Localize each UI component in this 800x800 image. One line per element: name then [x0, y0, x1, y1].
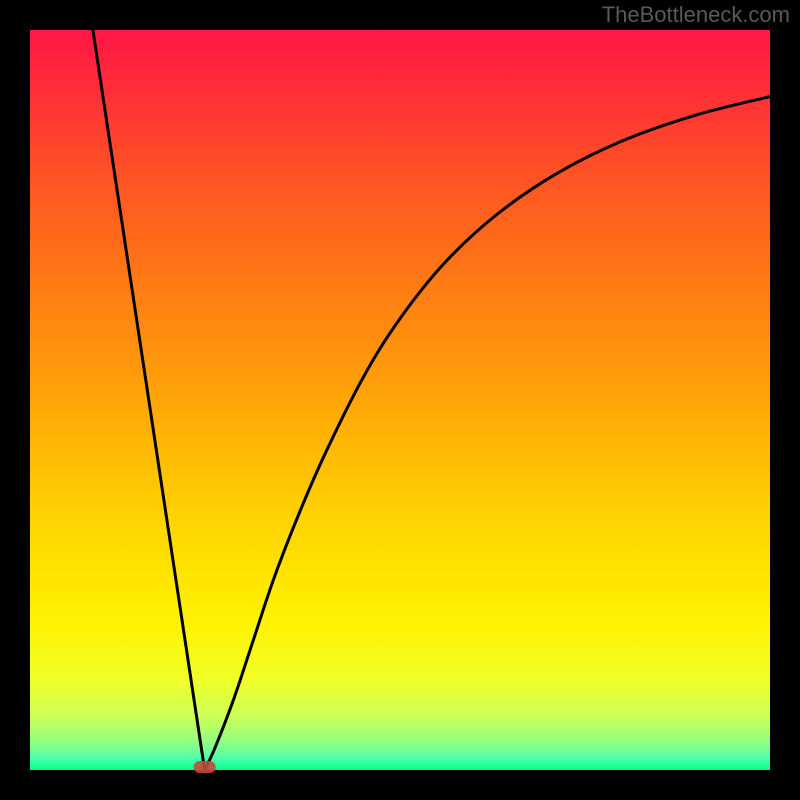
watermark-text: TheBottleneck.com — [602, 2, 790, 28]
chart-container: TheBottleneck.com — [0, 0, 800, 800]
optimum-marker — [194, 761, 216, 773]
bottleneck-chart — [0, 0, 800, 800]
plot-gradient-area — [30, 30, 770, 770]
